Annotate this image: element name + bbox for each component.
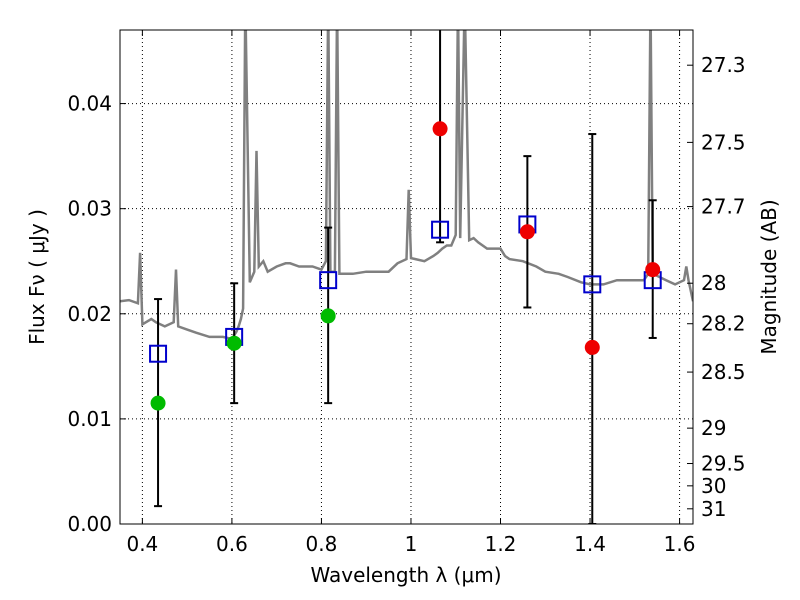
y2-axis-label: Magnitude (AB) <box>757 199 781 354</box>
y2-tick-label: 27.3 <box>701 53 746 77</box>
y2-tick-label: 27.7 <box>701 195 746 219</box>
y2-tick-label: 29.5 <box>701 452 746 476</box>
data-markers <box>149 121 662 411</box>
circle-marker <box>645 262 661 278</box>
x-tick-label: 1.6 <box>664 532 696 556</box>
y-tick-label: 0.04 <box>67 92 112 116</box>
y2-tick-label: 29 <box>701 416 726 440</box>
circle-marker <box>150 395 166 411</box>
y-tick-label: 0.01 <box>67 407 112 431</box>
y2-tick-label: 27.5 <box>701 130 746 154</box>
y2-tick-label: 28.2 <box>701 312 746 336</box>
y2-tick-label: 30 <box>701 474 726 498</box>
circle-marker <box>320 308 336 324</box>
x-tick-label: 0.6 <box>216 532 248 556</box>
x-tick-label: 0.8 <box>306 532 338 556</box>
circle-marker <box>584 339 600 355</box>
y-tick-label: 0.03 <box>67 197 112 221</box>
circle-marker <box>226 335 242 351</box>
y-axis-label: Flux Fν ( μJy ) <box>25 209 49 345</box>
y2-tick-label: 28 <box>701 271 726 295</box>
square-marker <box>583 275 602 294</box>
x-tick-label: 1 <box>405 532 418 556</box>
square-marker <box>431 220 450 239</box>
model-spectrum-line <box>120 30 693 341</box>
circle-marker <box>432 121 448 137</box>
square-marker <box>319 271 338 290</box>
plot-area <box>120 30 693 524</box>
y2-tick-label: 31 <box>701 497 726 521</box>
plot-frame <box>119 29 694 525</box>
y-axis: 0.00 0.01 0.02 0.03 0.04 <box>67 92 126 536</box>
x-tick-label: 0.4 <box>126 532 158 556</box>
y2-tick-label: 28.5 <box>701 360 746 384</box>
x-tick-label: 1.2 <box>485 532 517 556</box>
x-axis: 0.4 0.6 0.8 1 1.2 1.4 1.6 <box>126 30 695 556</box>
square-marker <box>149 344 168 363</box>
x-tick-label: 1.4 <box>574 532 606 556</box>
y-tick-label: 0.00 <box>67 512 112 536</box>
x-axis-label: Wavelength λ (μm) <box>310 563 501 587</box>
circle-marker <box>519 224 535 240</box>
y-tick-label: 0.02 <box>67 302 112 326</box>
